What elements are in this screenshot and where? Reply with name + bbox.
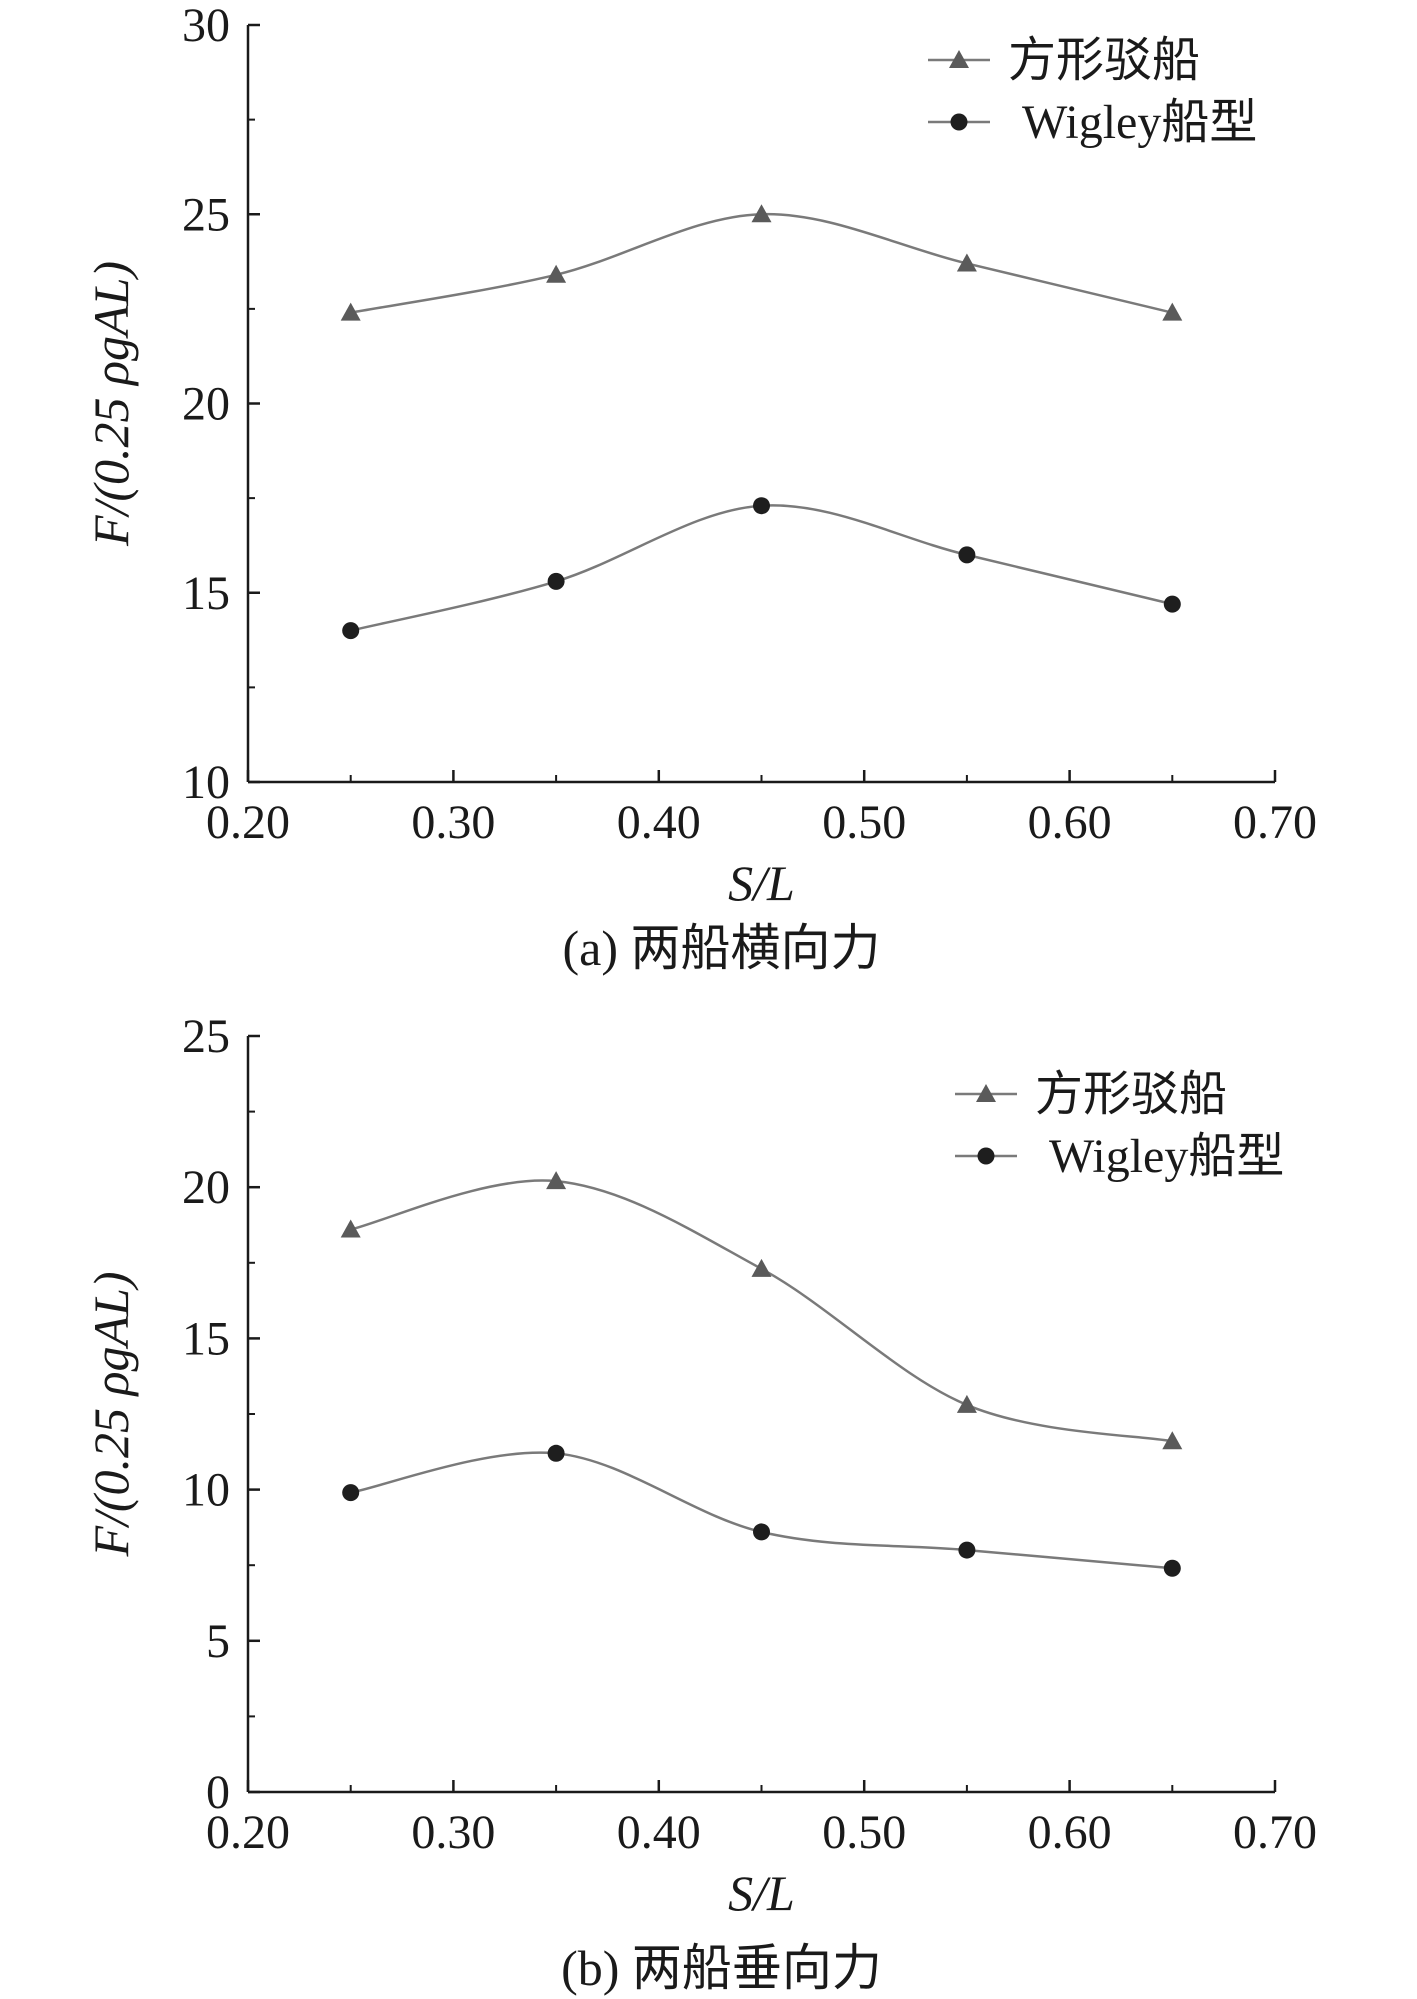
data-point-triangle <box>1162 302 1183 321</box>
legend-triangle-icon <box>949 50 969 68</box>
data-point-circle <box>753 497 770 515</box>
x-tick-label: 0.70 <box>1233 1806 1317 1859</box>
data-point-triangle <box>751 1258 772 1277</box>
chart-caption: (b) 两船垂向力 <box>561 1940 882 1996</box>
series-line-0 <box>350 1179 1173 1443</box>
data-point-circle <box>958 1541 976 1559</box>
y-tick-label: 10 <box>182 756 230 809</box>
y-tick-label: 15 <box>182 1312 230 1365</box>
data-point-triangle <box>956 1394 977 1413</box>
data-point-circle <box>1163 595 1181 613</box>
x-tick-label: 0.40 <box>617 796 701 849</box>
series-line-0 <box>350 212 1173 314</box>
chart-vertical-force: 0 5 10 15 20 25 0.20 0.30 0.40 0.50 0.60 0.70 S/L F/(… <box>83 1010 1317 1996</box>
x-tick-label: 0.60 <box>1028 796 1112 849</box>
y-tick-label: 20 <box>182 1161 230 1214</box>
x-tick-label: 0.70 <box>1233 796 1317 849</box>
x-tick-label: 0.50 <box>822 796 906 849</box>
chart-transverse-force: 10 15 20 25 30 0.20 0.30 0.40 0.50 0.60 0.70 S/L F/(… <box>83 0 1317 976</box>
x-tick-label: 0.40 <box>617 1806 701 1859</box>
data-point-triangle <box>751 204 772 223</box>
legend-circle-icon <box>950 113 968 131</box>
y-tick-label: 25 <box>182 188 230 241</box>
data-point-circle <box>958 546 976 564</box>
y-tick-label: 15 <box>182 567 230 620</box>
data-point-triangle <box>546 264 567 283</box>
legend-triangle-icon <box>976 1084 996 1102</box>
y-tick-label: 5 <box>206 1615 230 1668</box>
legend-label-1: Wigley船型 <box>1022 96 1257 149</box>
series-line-1 <box>350 504 1173 632</box>
legend-label-0: 方形驳船 <box>1035 1068 1227 1121</box>
x-axis-label: S/L <box>728 855 795 911</box>
y-axis-label: F/(0.25 ρgAL) <box>83 261 139 547</box>
y-tick-label: 25 <box>182 1010 230 1063</box>
data-point-triangle <box>546 1171 567 1190</box>
y-tick-label: 20 <box>182 378 230 431</box>
data-point-circle <box>342 1484 360 1502</box>
data-point-circle <box>547 572 565 590</box>
x-tick-label: 0.30 <box>411 1806 495 1859</box>
chart-caption: (a) 两船横向力 <box>563 920 881 976</box>
x-tick-label: 0.60 <box>1028 1806 1112 1859</box>
data-point-circle <box>342 622 360 640</box>
data-point-circle <box>1163 1559 1181 1577</box>
data-point-triangle <box>340 1219 361 1238</box>
data-point-circle <box>753 1523 770 1541</box>
data-point-triangle <box>340 302 361 321</box>
y-tick-label: 30 <box>182 0 230 52</box>
legend-label-1: Wigley船型 <box>1049 1130 1284 1183</box>
y-axis-label: F/(0.25 ρgAL) <box>83 1271 139 1557</box>
y-tick-label: 0 <box>206 1766 230 1819</box>
x-tick-label: 0.50 <box>822 1806 906 1859</box>
x-axis-label: S/L <box>728 1865 795 1921</box>
data-point-triangle <box>956 253 977 272</box>
x-tick-label: 0.30 <box>411 796 495 849</box>
data-point-circle <box>547 1444 565 1462</box>
series-line-1 <box>350 1451 1173 1570</box>
y-tick-label: 10 <box>182 1464 230 1517</box>
legend-label-0: 方形驳船 <box>1008 34 1200 87</box>
legend-circle-icon <box>977 1147 995 1165</box>
x-tick-label: 0.20 <box>206 796 290 849</box>
x-tick-label: 0.20 <box>206 1806 290 1859</box>
data-point-triangle <box>1162 1431 1183 1450</box>
